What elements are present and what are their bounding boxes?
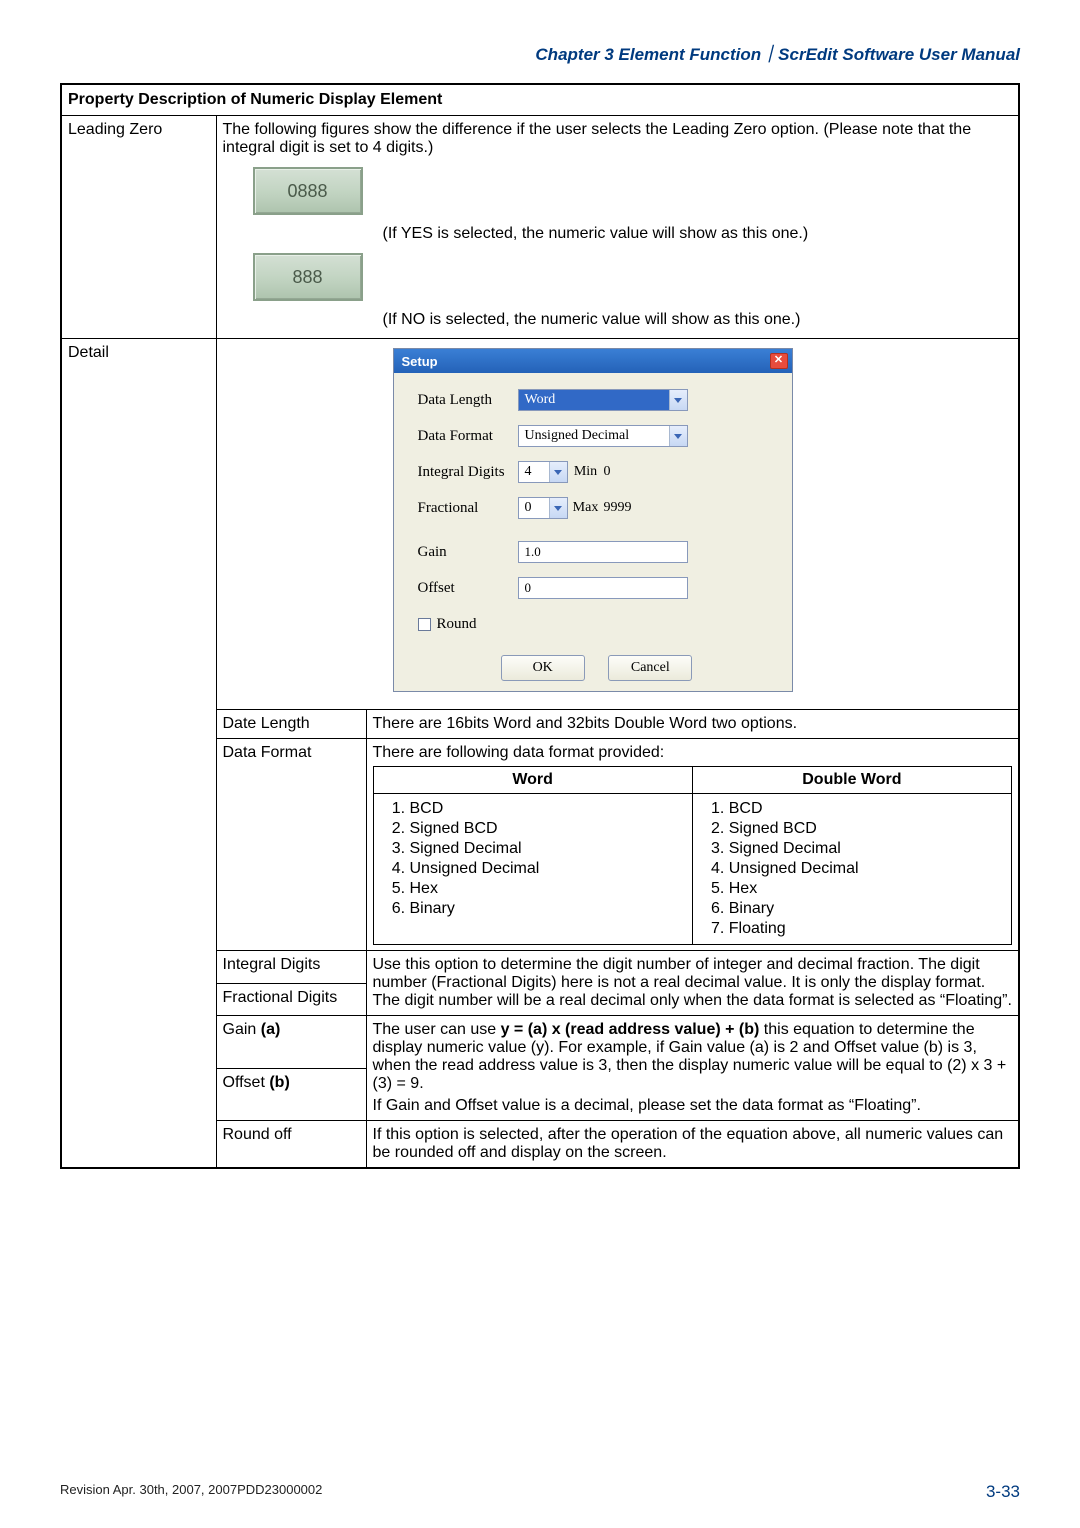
detail-dialog-cell: Setup ✕ Data Length Word Data Format: [216, 339, 1019, 710]
word-list: BCD Signed BCD Signed Decimal Unsigned Deci…: [392, 800, 684, 918]
integral-select[interactable]: 4: [518, 461, 568, 483]
cancel-button[interactable]: Cancel: [608, 655, 692, 681]
list-item: BCD: [729, 800, 1003, 818]
dialog-title: Setup: [402, 354, 438, 369]
word-header: Word: [373, 767, 692, 794]
offset-input[interactable]: [518, 577, 688, 599]
data-format-value: Unsigned Decimal: [519, 426, 669, 446]
integral-digits-lbl: Integral Digits: [216, 951, 366, 984]
table-title: Property Description of Numeric Display …: [61, 84, 1019, 116]
gain-input[interactable]: [518, 541, 688, 563]
dword-header: Double Word: [692, 767, 1011, 794]
round-text: If this option is selected, after the op…: [366, 1121, 1019, 1169]
data-format-label: Data Format: [418, 428, 518, 445]
close-icon[interactable]: ✕: [770, 353, 788, 369]
list-item: Unsigned Decimal: [410, 860, 684, 878]
property-table: Property Description of Numeric Display …: [60, 83, 1020, 1169]
offset-label: Offset: [418, 580, 518, 597]
round-checkbox[interactable]: [418, 618, 431, 631]
dword-list: BCD Signed BCD Signed Decimal Unsigned Deci…: [711, 800, 1003, 938]
fractional-select[interactable]: 0: [518, 497, 568, 519]
round-lbl: Round off: [216, 1121, 366, 1169]
list-item: Unsigned Decimal: [729, 860, 1003, 878]
data-length-value: Word: [519, 390, 669, 410]
leading-zero-content: The following figures show the differenc…: [216, 116, 1019, 339]
round-label: Round: [437, 616, 477, 633]
gain-label: Gain: [418, 544, 518, 561]
leading-zero-yes-text: (If YES is selected, the numeric value w…: [383, 225, 809, 242]
leading-zero-no-text: (If NO is selected, the numeric value wi…: [383, 311, 801, 328]
page-number: 3-33: [986, 1482, 1020, 1502]
dialog-titlebar: Setup ✕: [394, 349, 792, 373]
chapter-header: Chapter 3 Element Function｜ScrEdit Softw…: [60, 40, 1020, 65]
fractional-value: 0: [519, 498, 549, 518]
chevron-down-icon[interactable]: [549, 462, 567, 482]
gain-formula: y = (a) x (read address value) + (b): [501, 1021, 760, 1038]
min-label: Min: [568, 464, 604, 480]
list-item: Hex: [410, 880, 684, 898]
list-item: Signed Decimal: [729, 840, 1003, 858]
list-item: Floating: [729, 920, 1003, 938]
leading-zero-intro: The following figures show the differenc…: [223, 121, 1013, 157]
detail-label: Detail: [61, 339, 216, 1169]
gain-offset-text: The user can use y = (a) x (read address…: [366, 1016, 1019, 1121]
fractional-digits-lbl: Fractional Digits: [216, 983, 366, 1016]
revision-text: Revision Apr. 30th, 2007, 2007PDD2300000…: [60, 1482, 322, 1502]
list-item: Hex: [729, 880, 1003, 898]
date-length-text: There are 16bits Word and 32bits Double …: [366, 710, 1019, 739]
list-item: BCD: [410, 800, 684, 818]
ok-button[interactable]: OK: [501, 655, 585, 681]
integral-value: 4: [519, 462, 549, 482]
list-item: Binary: [729, 900, 1003, 918]
word-list-cell: BCD Signed BCD Signed Decimal Unsigned Deci…: [373, 794, 692, 945]
max-value: 9999: [604, 500, 654, 516]
list-item: Binary: [410, 900, 684, 918]
data-format-table: Word Double Word BCD Signed BCD Signed Dec…: [373, 766, 1013, 945]
setup-dialog: Setup ✕ Data Length Word Data Format: [393, 348, 793, 692]
list-item: Signed BCD: [729, 820, 1003, 838]
max-label: Max: [568, 500, 604, 516]
list-item: Signed Decimal: [410, 840, 684, 858]
fractional-label: Fractional: [418, 500, 518, 517]
chevron-down-icon[interactable]: [669, 426, 687, 446]
gain-lbl: Gain (a): [216, 1016, 366, 1069]
chevron-down-icon[interactable]: [549, 498, 567, 518]
list-item: Signed BCD: [410, 820, 684, 838]
footer: Revision Apr. 30th, 2007, 2007PDD2300000…: [60, 1482, 1020, 1502]
chevron-down-icon[interactable]: [669, 390, 687, 410]
data-format-select[interactable]: Unsigned Decimal: [518, 425, 688, 447]
dword-list-cell: BCD Signed BCD Signed Decimal Unsigned Deci…: [692, 794, 1011, 945]
data-format-lbl: Data Format: [216, 739, 366, 951]
min-value: 0: [604, 464, 654, 480]
date-length-lbl: Date Length: [216, 710, 366, 739]
offset-lbl: Offset (b): [216, 1068, 366, 1121]
gain-text2: If Gain and Offset value is a decimal, p…: [373, 1097, 1013, 1115]
data-format-text: There are following data format provided…: [366, 739, 1019, 951]
leading-zero-label: Leading Zero: [61, 116, 216, 339]
leading-zero-yes-box: 0888: [253, 167, 363, 215]
data-format-intro: There are following data format provided…: [373, 744, 1013, 762]
gain-pre: The user can use: [373, 1021, 501, 1038]
leading-zero-no-box: 888: [253, 253, 363, 301]
data-length-label: Data Length: [418, 392, 518, 409]
data-length-select[interactable]: Word: [518, 389, 688, 411]
integral-label: Integral Digits: [418, 464, 518, 481]
integral-digits-text: Use this option to determine the digit n…: [366, 951, 1019, 1016]
